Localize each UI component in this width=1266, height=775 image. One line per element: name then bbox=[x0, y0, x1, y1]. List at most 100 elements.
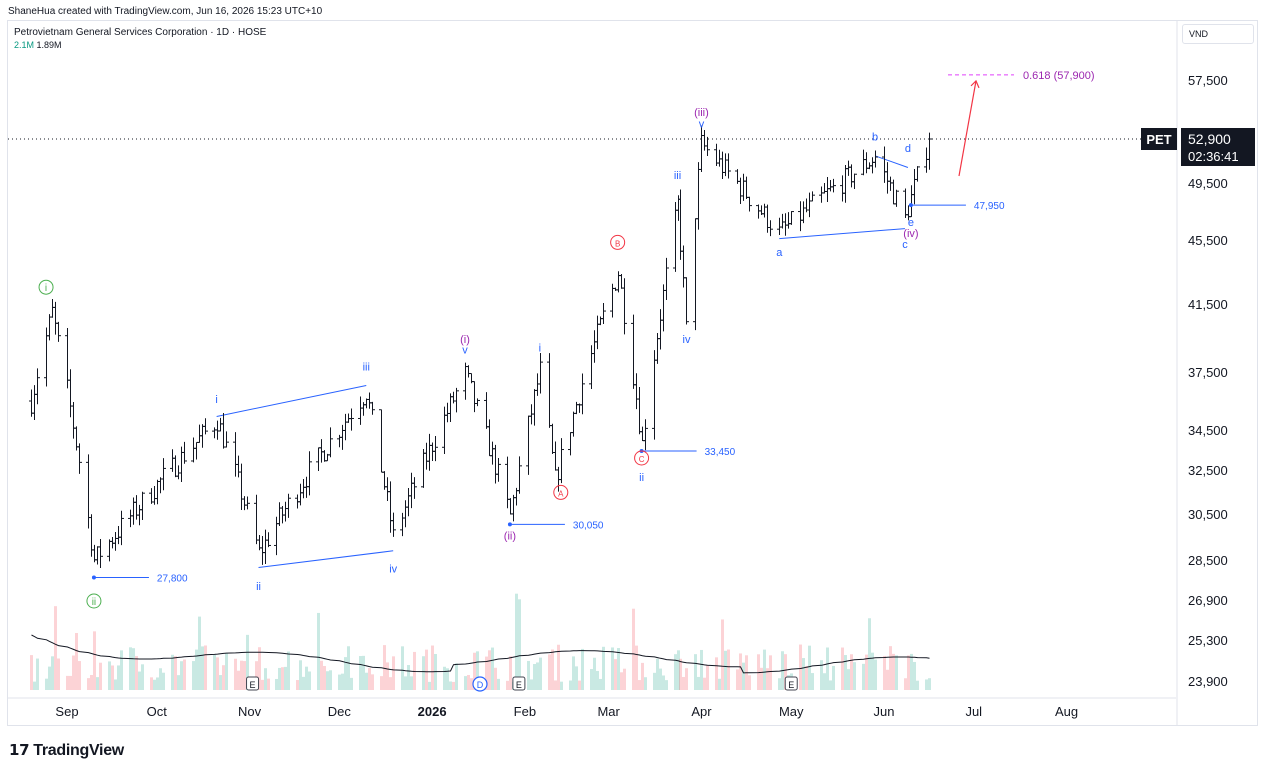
volume-bar bbox=[347, 646, 350, 690]
candle bbox=[472, 381, 477, 413]
candle bbox=[50, 298, 55, 318]
volume-bar bbox=[602, 646, 605, 690]
volume-bar bbox=[865, 654, 868, 690]
volume-bar bbox=[428, 681, 431, 690]
candle bbox=[717, 149, 722, 167]
candle bbox=[655, 333, 660, 364]
candle bbox=[170, 449, 175, 472]
volume-bar bbox=[135, 656, 138, 690]
candle bbox=[547, 353, 552, 428]
volume-bar bbox=[177, 675, 180, 690]
volume-bar bbox=[246, 634, 249, 690]
volume-bar bbox=[30, 655, 33, 690]
bar-countdown-label: 02:36:41 bbox=[1188, 149, 1239, 164]
candle bbox=[239, 463, 244, 511]
candle bbox=[699, 125, 704, 173]
candle bbox=[589, 345, 594, 390]
volume-bar bbox=[267, 678, 270, 690]
candle bbox=[598, 316, 603, 326]
currency-selector[interactable]: VND bbox=[1182, 24, 1254, 44]
volume-bar bbox=[928, 678, 931, 690]
candle bbox=[77, 443, 82, 474]
volume-bar bbox=[195, 649, 198, 690]
candle bbox=[852, 173, 857, 189]
candle bbox=[358, 396, 363, 425]
tradingview-logo[interactable]: 𝟭𝟳 TradingView bbox=[9, 741, 124, 760]
candle bbox=[191, 437, 196, 463]
volume-bar bbox=[287, 651, 290, 690]
wave-label-circle bbox=[86, 593, 102, 609]
candle bbox=[379, 409, 384, 473]
volume-bar bbox=[488, 650, 491, 690]
volume-bar bbox=[871, 652, 874, 690]
volume-bar bbox=[841, 647, 844, 690]
earnings-marker-label: E bbox=[250, 680, 256, 690]
volume-bar bbox=[635, 645, 638, 690]
volume-bar bbox=[569, 680, 572, 690]
candle bbox=[131, 497, 136, 525]
candle bbox=[643, 419, 648, 451]
volume-bar bbox=[87, 678, 90, 690]
volume-bar bbox=[575, 666, 578, 690]
candle bbox=[277, 502, 282, 526]
price-tick-label: 34,500 bbox=[1188, 423, 1228, 438]
candle bbox=[723, 153, 728, 177]
candle bbox=[882, 146, 887, 183]
candle bbox=[487, 419, 492, 457]
candle bbox=[828, 180, 833, 192]
volume-bar bbox=[114, 679, 117, 690]
candle bbox=[212, 427, 217, 439]
wave-label: i bbox=[215, 394, 217, 406]
volume-bar bbox=[404, 676, 407, 690]
volume-bar bbox=[99, 662, 102, 690]
volume-bar bbox=[674, 654, 677, 690]
projection-arrowhead bbox=[970, 79, 980, 89]
candle bbox=[843, 165, 848, 203]
volume-bar bbox=[763, 649, 766, 690]
volume-bar bbox=[473, 652, 476, 690]
candle bbox=[179, 446, 184, 482]
candle bbox=[819, 186, 824, 203]
volume-bar bbox=[623, 668, 626, 690]
volume-bar bbox=[452, 681, 455, 690]
volume-bar bbox=[844, 655, 847, 690]
time-axis: Sep Oct Nov Dec 2026 Feb Mar Apr May Jun Jul Aug bbox=[8, 697, 1176, 719]
volume-bar bbox=[78, 661, 81, 690]
price-tick-label: 41,500 bbox=[1188, 297, 1228, 312]
time-tick-label: Aug bbox=[1055, 704, 1078, 719]
candle bbox=[664, 257, 669, 300]
volume-bar bbox=[554, 680, 557, 690]
candle bbox=[652, 350, 657, 440]
volume-bar bbox=[536, 662, 539, 690]
candle bbox=[266, 532, 271, 548]
candle bbox=[807, 192, 812, 218]
candle bbox=[400, 512, 405, 537]
volume-bar bbox=[727, 649, 730, 690]
candle bbox=[765, 204, 770, 233]
volume-bar bbox=[862, 663, 865, 690]
volume-bar bbox=[455, 663, 458, 690]
candle bbox=[490, 441, 495, 465]
candle bbox=[328, 427, 333, 458]
candle bbox=[119, 510, 124, 546]
candle bbox=[307, 451, 312, 496]
wave-label: iv bbox=[683, 334, 691, 346]
candle bbox=[768, 220, 773, 237]
volume-bar bbox=[243, 661, 246, 690]
earnings-marker bbox=[512, 676, 526, 691]
volume-bar bbox=[679, 658, 682, 690]
price-tick-label: 57,500 bbox=[1188, 73, 1228, 88]
candle bbox=[286, 493, 291, 518]
volume-bar bbox=[323, 666, 326, 690]
volume-bar bbox=[225, 653, 228, 690]
last-price-box bbox=[1181, 128, 1255, 166]
volume-bar bbox=[805, 666, 808, 690]
wave-label: i bbox=[45, 283, 47, 294]
candle bbox=[194, 441, 199, 460]
candle bbox=[825, 177, 830, 203]
candle bbox=[532, 389, 537, 426]
candle bbox=[427, 433, 432, 471]
volume-bar bbox=[446, 668, 449, 690]
candle bbox=[316, 447, 321, 472]
